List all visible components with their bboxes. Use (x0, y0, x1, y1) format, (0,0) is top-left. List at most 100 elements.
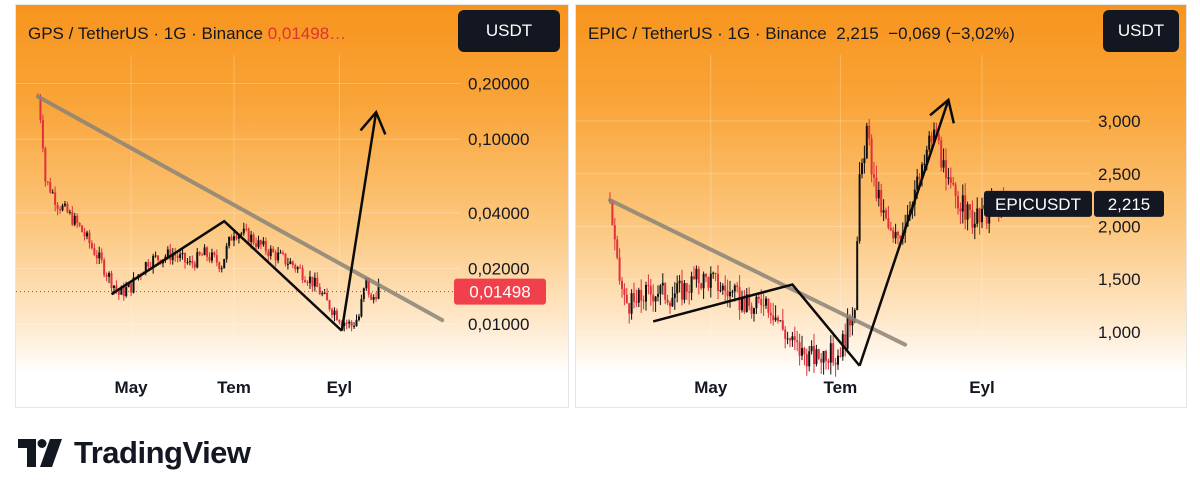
candle-body (669, 302, 671, 307)
candle-body (308, 276, 311, 284)
candle-body (228, 236, 231, 246)
candle-body (157, 255, 160, 260)
epic-chart-canvas[interactable]: 3,000 2,500 2,000 1,500 1,000 May Tem Eyl EPICUS… (576, 5, 1186, 407)
candle-body (957, 195, 959, 209)
candle-body (925, 149, 928, 164)
candle-body (272, 248, 275, 253)
candle-body (86, 232, 88, 237)
epic-header-price: 2,215 (836, 24, 879, 43)
candle-body (41, 119, 44, 149)
candle-body (861, 163, 863, 175)
candle-body (733, 285, 736, 292)
candle-body (210, 252, 213, 261)
candle-body (652, 294, 655, 302)
candle-body (240, 233, 243, 235)
candle-body (676, 283, 679, 294)
candle-body (834, 362, 837, 365)
candle-body (827, 360, 830, 363)
candle-body (623, 288, 626, 295)
candles (37, 93, 380, 332)
candle-body (208, 256, 211, 261)
candle-body (306, 282, 309, 284)
candle-body (186, 262, 189, 264)
candle-body (81, 225, 84, 233)
candle-body (188, 260, 191, 263)
candle-body (928, 135, 931, 150)
candle-body (724, 285, 727, 291)
candle-body (642, 300, 645, 302)
candle-body (789, 338, 791, 341)
candle-body (611, 201, 614, 226)
candle-body (805, 354, 808, 367)
candle-body (147, 262, 150, 267)
candle-body (93, 248, 96, 255)
y-axis-tick-label: 0,02000 (468, 259, 529, 278)
candle-body (729, 291, 731, 297)
candle-body (59, 208, 62, 211)
candle-body (849, 316, 851, 326)
candle-body (633, 293, 635, 302)
candle-body (707, 276, 710, 288)
epic-header-change: −0,069 (−3,02%) (888, 24, 1015, 43)
candle-body (88, 232, 91, 244)
gps-chart-canvas[interactable]: 0,20000 0,10000 0,04000 0,02000 0,01000 May Te… (16, 5, 568, 407)
candle-body (117, 290, 120, 295)
candle-body (277, 252, 280, 261)
candle-body (269, 248, 272, 257)
candle-body (294, 265, 297, 270)
arrow-shaft (340, 111, 378, 331)
epic-chart-panel[interactable]: 3,000 2,500 2,000 1,500 1,000 May Tem Eyl EPICUS… (575, 4, 1187, 408)
candle-body (688, 291, 691, 293)
x-axis-tick-label: Tem (824, 378, 858, 397)
candle-body (367, 277, 370, 295)
candle-body (786, 338, 789, 340)
candle-body (808, 351, 811, 367)
candle-body (882, 210, 885, 213)
epic-quote-currency-button[interactable]: USDT (1103, 10, 1179, 52)
y-axis-tick-label: 0,01000 (468, 315, 529, 334)
descending-trendline (608, 198, 908, 347)
candle-body (291, 261, 294, 266)
gps-quote-currency-button[interactable]: USDT (458, 10, 560, 52)
candle-body (661, 282, 664, 286)
candle-body (952, 182, 955, 185)
candle-body (769, 312, 772, 316)
candle-body (345, 322, 348, 324)
candle-body (966, 204, 969, 220)
candle-body (856, 241, 859, 311)
candle-body (247, 228, 250, 243)
candle-body (765, 298, 767, 306)
candle-body (350, 321, 353, 327)
candle-body (820, 358, 823, 363)
candle-body (865, 125, 868, 158)
candle-body (54, 192, 57, 205)
candle-body (235, 236, 238, 239)
candle-body (894, 231, 897, 239)
gps-symbol-header: GPS / TetherUS · 1G · Binance 0,01498… (28, 24, 346, 44)
candle-body (46, 181, 49, 183)
candle-body (353, 326, 356, 328)
candle-body (930, 135, 933, 143)
tradingview-logo[interactable]: TradingView (18, 435, 251, 471)
candle-body (719, 290, 722, 292)
candle-body (98, 252, 101, 259)
candle-body (844, 334, 847, 349)
candle-body (767, 298, 770, 313)
candle-body (304, 280, 307, 283)
candle-body (793, 336, 796, 341)
candle-body (877, 189, 880, 199)
candle-body (262, 240, 265, 245)
candle-body (817, 349, 820, 359)
candle-body (762, 305, 765, 307)
candle-body (274, 252, 277, 261)
candle-body (184, 252, 186, 263)
candle-body (846, 316, 849, 349)
candle-body (154, 255, 157, 257)
candle-body (635, 301, 638, 303)
gps-chart-panel[interactable]: 0,20000 0,10000 0,04000 0,02000 0,01000 May Te… (15, 4, 569, 408)
candle-body (875, 177, 878, 199)
candle-body (628, 303, 631, 314)
candle-body (257, 240, 260, 248)
candle-body (125, 287, 128, 297)
candle-body (250, 234, 253, 243)
